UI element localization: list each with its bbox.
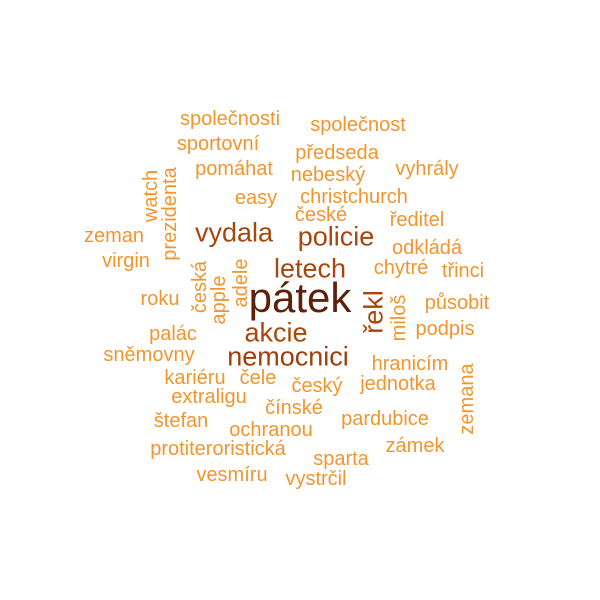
word-cloud-term: chytré — [373, 257, 429, 279]
word-cloud-term: čele — [239, 367, 277, 389]
word-cloud-term: předseda — [295, 142, 379, 164]
word-cloud-term: adele — [230, 258, 252, 308]
word-cloud-term: protiteroristická — [150, 438, 286, 460]
word-cloud-term: roku — [140, 288, 180, 310]
word-cloud-term: policie — [297, 221, 375, 252]
word-cloud-term: jednotka — [360, 373, 436, 395]
word-cloud-term: vyhrály — [395, 158, 459, 180]
word-cloud-term: pomáhat — [195, 158, 273, 180]
word-cloud-term: kariéru — [164, 367, 226, 389]
word-cloud-term: letech — [273, 253, 347, 284]
word-cloud-term: třinci — [441, 260, 485, 282]
word-cloud-term: christchurch — [300, 186, 408, 208]
word-cloud-term: vesmíru — [196, 464, 268, 486]
word-cloud-term: pardubice — [341, 408, 429, 430]
word-cloud-term: nebeský — [290, 164, 366, 186]
word-cloud-term: sparta — [313, 448, 369, 470]
word-cloud-term: odkládá — [391, 237, 463, 259]
word-cloud-term: virgin — [102, 250, 150, 272]
word-cloud-term: zámek — [385, 435, 445, 457]
word-cloud-term: miloš — [388, 294, 410, 342]
word-cloud-term: sportovní — [176, 133, 260, 155]
word-cloud-term: společnosti — [179, 108, 281, 130]
word-cloud-term: řekl — [358, 290, 389, 334]
word-cloud-term: štefan — [153, 410, 209, 432]
word-cloud-term: působit — [424, 292, 490, 314]
word-cloud-term: česká — [189, 260, 211, 314]
word-cloud-term: český — [291, 375, 343, 397]
word-cloud-term: extraligu — [171, 386, 247, 408]
word-cloud-term: easy — [234, 187, 278, 209]
word-cloud-term: sněmovny — [103, 344, 195, 366]
word-cloud-term: vydala — [194, 217, 274, 248]
word-cloud-term: společnost — [310, 114, 406, 136]
word-cloud-term: ochranou — [229, 419, 313, 441]
word-cloud-term: zeman — [83, 225, 145, 247]
word-cloud-term: čínské — [265, 397, 323, 419]
word-cloud-term: hranicím — [371, 353, 449, 375]
word-cloud-term: české — [294, 204, 348, 226]
word-cloud-term: palác — [149, 323, 197, 345]
word-cloud-term: ředitel — [389, 209, 445, 231]
word-cloud-term: prezidenta — [159, 167, 181, 261]
word-cloud-term: vystrčil — [285, 468, 347, 490]
word-cloud-term: nemocnici — [227, 341, 349, 372]
word-cloud-term: akcie — [244, 317, 308, 348]
word-cloud-term: zemana — [456, 363, 478, 435]
word-cloud-term: watch — [140, 169, 162, 223]
word-cloud-term: podpis — [415, 318, 475, 340]
word-cloud-term: apple — [208, 275, 230, 325]
word-cloud-term: pátek — [248, 274, 352, 321]
